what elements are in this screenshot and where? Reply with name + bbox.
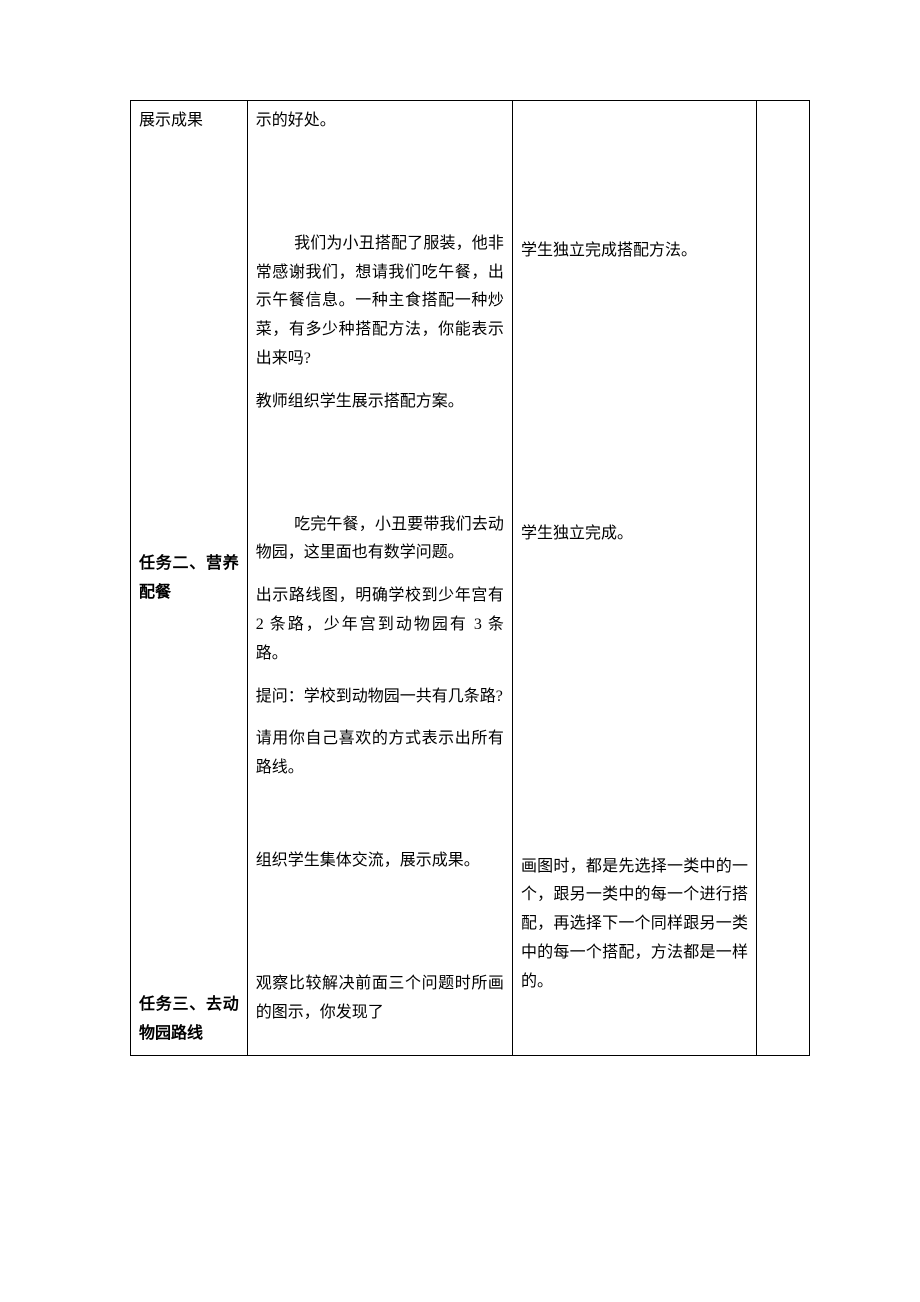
column-teacher-activity: 示的好处。 我们为小丑搭配了服装，他非常感谢我们，想请我们吃午餐，出示午餐信息。… [247, 101, 512, 1056]
lesson-plan-table: 展示成果 任务二、营养配餐 任务三、去动物园路线 示的好处。 我们为小丑搭配了服… [130, 100, 810, 1056]
spacer [139, 941, 239, 991]
student-text: 学生独立完成搭配方法。 [521, 237, 748, 266]
spacer [256, 431, 504, 511]
spacer [256, 890, 504, 970]
phase-label: 任务三、去动物园路线 [139, 991, 239, 1049]
teacher-text: 提问：学校到动物园一共有几条路? [256, 683, 504, 712]
student-text: 画图时，都是先选择一类中的一个，跟另一类中的每一个进行搭配，再选择下一个同样跟另… [521, 853, 748, 997]
teacher-text: 教师组织学生展示搭配方案。 [256, 388, 504, 417]
spacer [139, 621, 239, 701]
spacer [521, 360, 748, 440]
teacher-text: 吃完午餐，小丑要带我们去动物园，这里面也有数学问题。 [256, 511, 504, 569]
teacher-text: 观察比较解决前面三个问题时所画的图示，你发现了 [256, 970, 504, 1028]
teacher-text: 组织学生集体交流，展示成果。 [256, 847, 504, 876]
spacer [521, 723, 748, 803]
phase-label: 展示成果 [139, 107, 239, 136]
spacer [139, 701, 239, 781]
spacer [521, 107, 748, 187]
spacer [139, 150, 239, 230]
spacer [139, 390, 239, 470]
spacer [521, 440, 748, 520]
spacer [521, 563, 748, 643]
column-notes [756, 101, 809, 1056]
spacer [139, 781, 239, 861]
teacher-text: 示的好处。 [256, 107, 504, 136]
spacer [139, 861, 239, 941]
student-text: 学生独立完成。 [521, 520, 748, 549]
spacer [139, 230, 239, 310]
spacer [521, 187, 748, 237]
document-page: 展示成果 任务二、营养配餐 任务三、去动物园路线 示的好处。 我们为小丑搭配了服… [0, 0, 920, 1302]
spacer [256, 797, 504, 847]
spacer [521, 803, 748, 853]
spacer [139, 470, 239, 550]
teacher-text: 请用你自己喜欢的方式表示出所有路线。 [256, 725, 504, 783]
column-phase: 展示成果 任务二、营养配餐 任务三、去动物园路线 [131, 101, 248, 1056]
spacer [256, 150, 504, 230]
column-student-activity: 学生独立完成搭配方法。 学生独立完成。 画图时，都是先选择一类中的一个，跟另一类… [512, 101, 756, 1056]
spacer [521, 643, 748, 723]
spacer [139, 310, 239, 390]
phase-label: 任务二、营养配餐 [139, 550, 239, 608]
table-row: 展示成果 任务二、营养配餐 任务三、去动物园路线 示的好处。 我们为小丑搭配了服… [131, 101, 810, 1056]
teacher-text: 出示路线图，明确学校到少年宫有 2 条路，少年宫到动物园有 3 条路。 [256, 582, 504, 668]
spacer [521, 280, 748, 360]
teacher-text: 我们为小丑搭配了服装，他非常感谢我们，想请我们吃午餐，出示午餐信息。一种主食搭配… [256, 230, 504, 374]
